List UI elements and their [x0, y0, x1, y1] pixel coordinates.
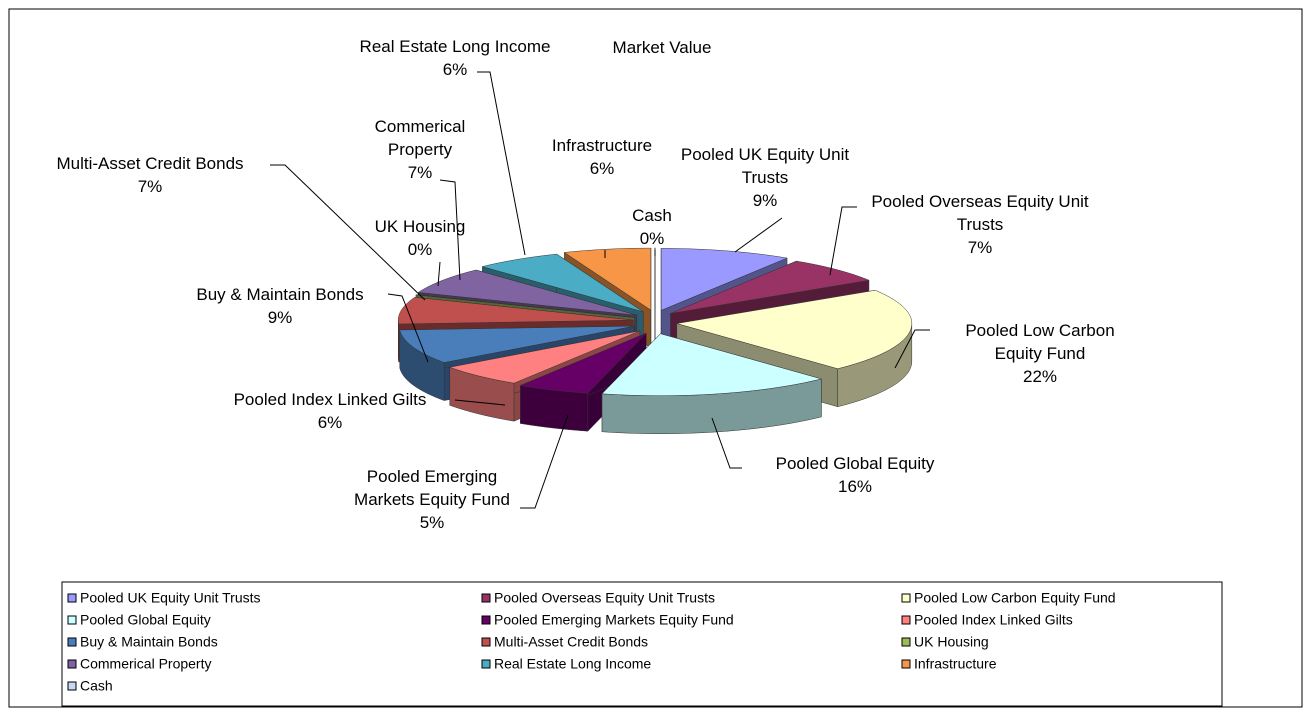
data-label: UK Housing 0% [360, 215, 480, 261]
data-label-value: 5% [419, 513, 445, 532]
legend-label: UK Housing [914, 634, 989, 650]
data-label: Pooled Emerging Markets Equity Fund 5% [337, 465, 527, 534]
data-label-value: 16% [837, 477, 873, 496]
legend-label: Pooled Emerging Markets Equity Fund [494, 612, 734, 628]
leader-line [520, 414, 569, 509]
legend-label: Multi-Asset Credit Bonds [494, 634, 648, 650]
slice-top [670, 260, 870, 314]
leader-line [439, 179, 461, 281]
leader-line [454, 399, 506, 406]
data-label-value: 22% [1022, 367, 1058, 386]
data-label-name: Pooled Emerging Markets Equity Fund [354, 467, 510, 509]
slice-top [398, 297, 634, 325]
slice-top [417, 269, 637, 316]
slice-top [519, 332, 647, 394]
data-label-name: Pooled Low Carbon Equity Fund [965, 321, 1115, 363]
data-label-value: 6% [589, 159, 615, 178]
legend-label: Real Estate Long Income [494, 656, 651, 672]
data-label-name: Buy & Maintain Bonds [196, 285, 364, 304]
data-label: Multi-Asset Credit Bonds 7% [20, 152, 280, 198]
legend-label: Pooled Low Carbon Equity Fund [914, 590, 1116, 606]
data-label: Pooled Index Linked Gilts 6% [200, 388, 460, 434]
data-label-name: Real Estate Long Income [359, 37, 551, 56]
leader-line [270, 164, 426, 301]
leader-line [734, 217, 783, 253]
data-label-name: Pooled Overseas Equity Unit Trusts [871, 192, 1089, 234]
leader-line [894, 329, 930, 369]
data-label-value: 9% [267, 308, 293, 327]
legend-swatch [67, 659, 77, 669]
leader-line [477, 71, 526, 256]
data-label-name: Pooled Global Equity [775, 454, 935, 473]
data-label-value: 7% [407, 163, 433, 182]
legend-label: Cash [80, 678, 113, 694]
legend-swatch [67, 637, 77, 647]
legend-swatch [481, 593, 491, 603]
slice-top [676, 290, 913, 369]
data-label-value: 6% [317, 413, 343, 432]
legend-label: Pooled Global Equity [80, 612, 211, 628]
data-label-value: 7% [967, 238, 993, 257]
data-label-name: UK Housing [374, 217, 466, 236]
leader-line [829, 206, 857, 276]
data-label: Pooled Overseas Equity Unit Trusts 7% [860, 190, 1100, 259]
legend-swatch [901, 593, 911, 603]
data-label: Pooled Low Carbon Equity Fund 22% [940, 319, 1140, 388]
legend-label: Pooled Overseas Equity Unit Trusts [494, 590, 715, 606]
legend-label: Commerical Property [80, 656, 211, 672]
leader-line [437, 261, 441, 287]
legend-box [61, 581, 1223, 707]
data-label-name: Commerical Property [374, 117, 466, 159]
legend-swatch [67, 681, 77, 691]
legend-swatch [901, 637, 911, 647]
legend-swatch [901, 615, 911, 625]
data-label: Pooled UK Equity Unit Trusts 9% [675, 143, 855, 212]
legend-swatch [67, 593, 77, 603]
data-label: Cash 0% [622, 204, 682, 250]
slice-top [601, 333, 823, 396]
data-label-value: 7% [137, 177, 163, 196]
legend-swatch [67, 615, 77, 625]
data-label-name: Pooled UK Equity Unit Trusts [680, 145, 850, 187]
slice-top [399, 325, 635, 363]
chart-title: Market Value [612, 38, 712, 57]
data-label: Buy & Maintain Bonds 9% [160, 283, 400, 329]
legend-label: Pooled Index Linked Gilts [914, 612, 1073, 628]
data-label-value: 0% [407, 240, 433, 259]
data-label: Infrastructure 6% [532, 134, 672, 180]
data-label-name: Infrastructure [551, 136, 653, 155]
data-label: Pooled Global Equity 16% [745, 452, 965, 498]
legend-swatch [481, 659, 491, 669]
legend-swatch [481, 615, 491, 625]
chart-border [8, 8, 1303, 708]
slice-top [563, 247, 652, 311]
legend-label: Infrastructure [914, 656, 997, 672]
legend-label: Buy & Maintain Bonds [80, 634, 218, 650]
data-label-name: Pooled Index Linked Gilts [233, 390, 427, 409]
data-label-name: Cash [632, 206, 672, 225]
slice [601, 333, 823, 434]
leader-line [711, 417, 742, 469]
data-label-value: 9% [752, 191, 778, 210]
data-label-value: 6% [442, 60, 468, 79]
data-label: Real Estate Long Income 6% [330, 35, 580, 81]
legend-swatch [481, 637, 491, 647]
slice-top [481, 253, 644, 313]
data-label-name: Multi-Asset Credit Bonds [56, 154, 244, 173]
data-label-value: 0% [639, 229, 665, 248]
legend-swatch [901, 659, 911, 669]
data-label: Commerical Property 7% [365, 115, 475, 184]
slice-top [660, 248, 788, 311]
leader-line [387, 293, 429, 363]
legend-label: Pooled UK Equity Unit Trusts [80, 590, 261, 606]
slice-top [448, 330, 641, 384]
